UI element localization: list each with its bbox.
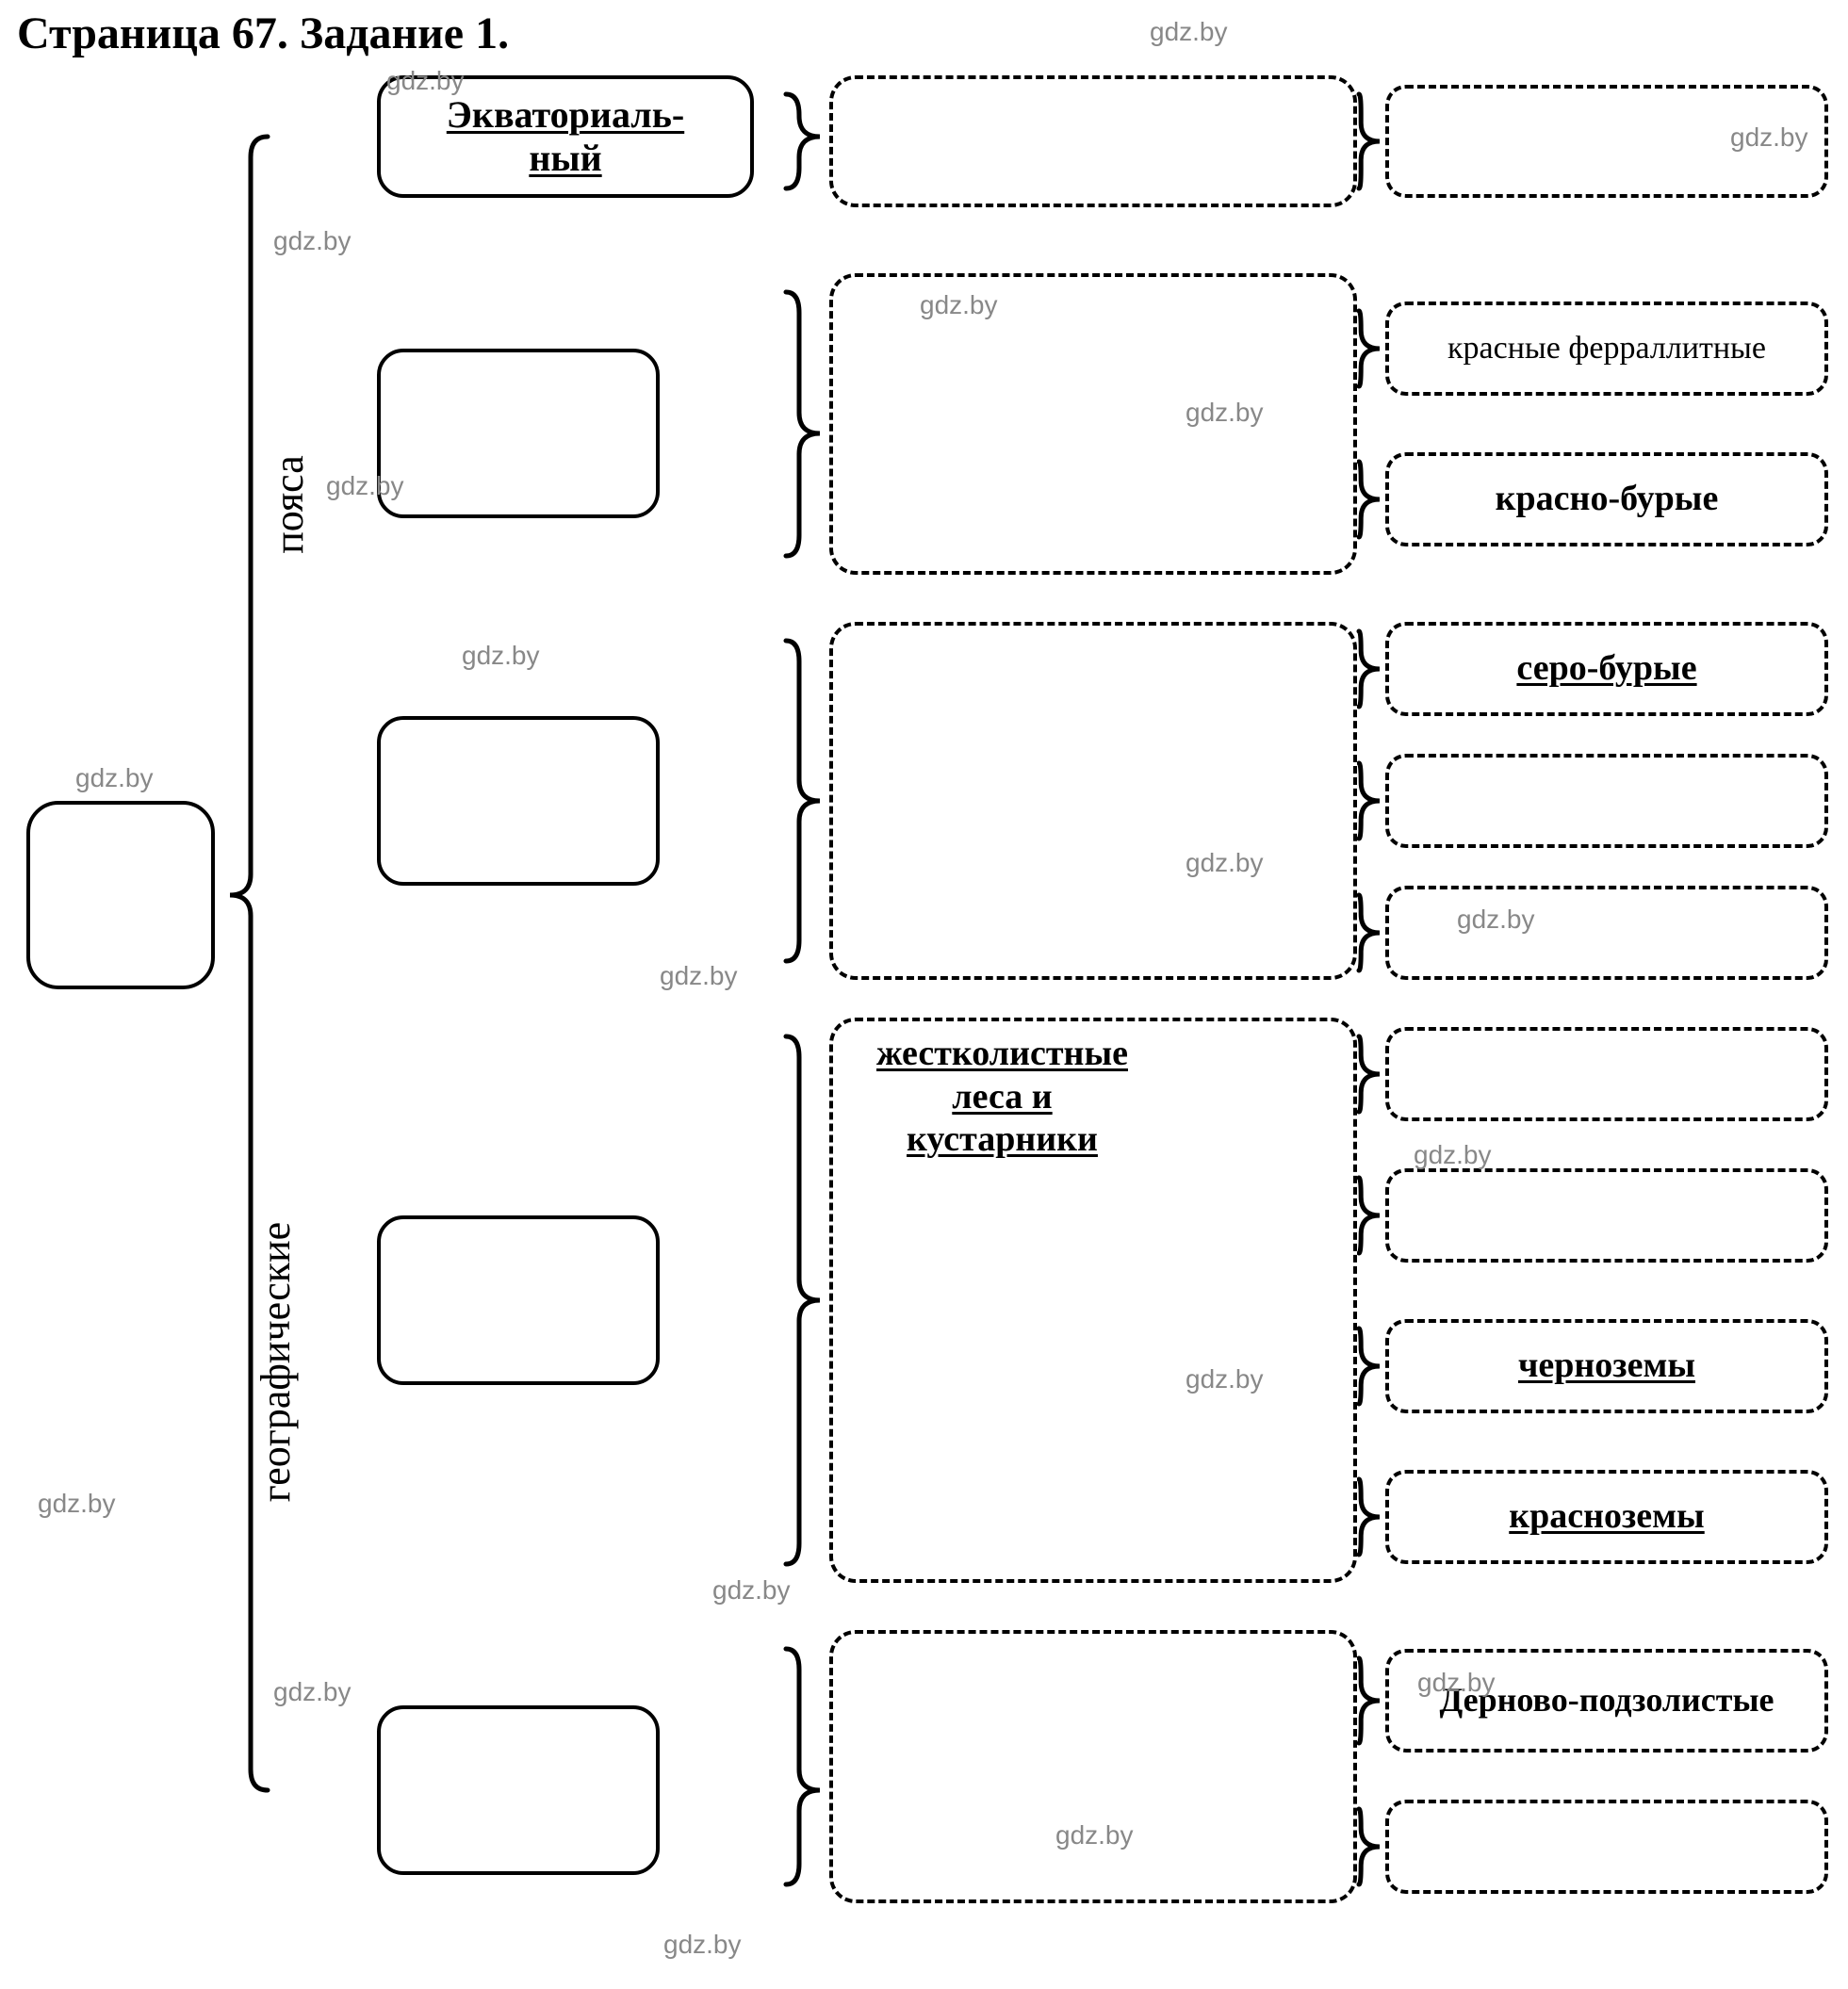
- belt-5: [377, 1705, 660, 1875]
- page-title: Страница 67. Задание 1.: [17, 8, 509, 59]
- g4-z1: [1385, 1027, 1828, 1121]
- g3-z3: [1385, 886, 1828, 980]
- watermark: gdz.by: [663, 1930, 742, 1960]
- watermark: gdz.by: [273, 226, 352, 256]
- belt-3: [377, 716, 660, 886]
- watermark: gdz.by: [75, 763, 154, 793]
- g2-z2: красно-бурые: [1385, 452, 1828, 546]
- root-box: [26, 801, 215, 989]
- vertical-label-top: пояса: [265, 455, 313, 554]
- watermark: gdz.by: [1730, 122, 1808, 153]
- group-1: [829, 75, 1357, 207]
- g4-z3: черноземы: [1385, 1319, 1828, 1413]
- group-2: [829, 273, 1357, 575]
- watermark: gdz.by: [1457, 905, 1535, 935]
- watermark: gdz.by: [712, 1575, 791, 1606]
- g3-z2: [1385, 754, 1828, 848]
- watermark: gdz.by: [920, 290, 998, 320]
- watermark: gdz.by: [1150, 17, 1228, 47]
- group-4-label: жестколистныелеса икустарники: [876, 1033, 1128, 1162]
- group-3: [829, 622, 1357, 980]
- watermark: gdz.by: [660, 961, 738, 991]
- watermark: gdz.by: [38, 1489, 116, 1519]
- watermark: gdz.by: [462, 641, 540, 671]
- g4-z2: [1385, 1168, 1828, 1263]
- watermark: gdz.by: [1186, 398, 1264, 428]
- g4-z4: красноземы: [1385, 1470, 1828, 1564]
- watermark: gdz.by: [386, 66, 465, 96]
- g2-z1: красные ферраллитные: [1385, 302, 1828, 396]
- g5-z1: Дерново-подзолистые: [1385, 1649, 1828, 1753]
- group-5: [829, 1630, 1357, 1903]
- g5-z2: [1385, 1800, 1828, 1894]
- watermark: gdz.by: [1417, 1668, 1496, 1698]
- watermark: gdz.by: [1055, 1820, 1134, 1850]
- vertical-label-bottom: географические: [252, 1222, 300, 1502]
- g3-z1: серо-бурые: [1385, 622, 1828, 716]
- watermark: gdz.by: [273, 1677, 352, 1707]
- watermark: gdz.by: [326, 471, 404, 501]
- watermark: gdz.by: [1414, 1140, 1492, 1170]
- watermark: gdz.by: [1186, 1364, 1264, 1394]
- belt-4: [377, 1215, 660, 1385]
- watermark: gdz.by: [1186, 848, 1264, 878]
- belt-2: [377, 349, 660, 518]
